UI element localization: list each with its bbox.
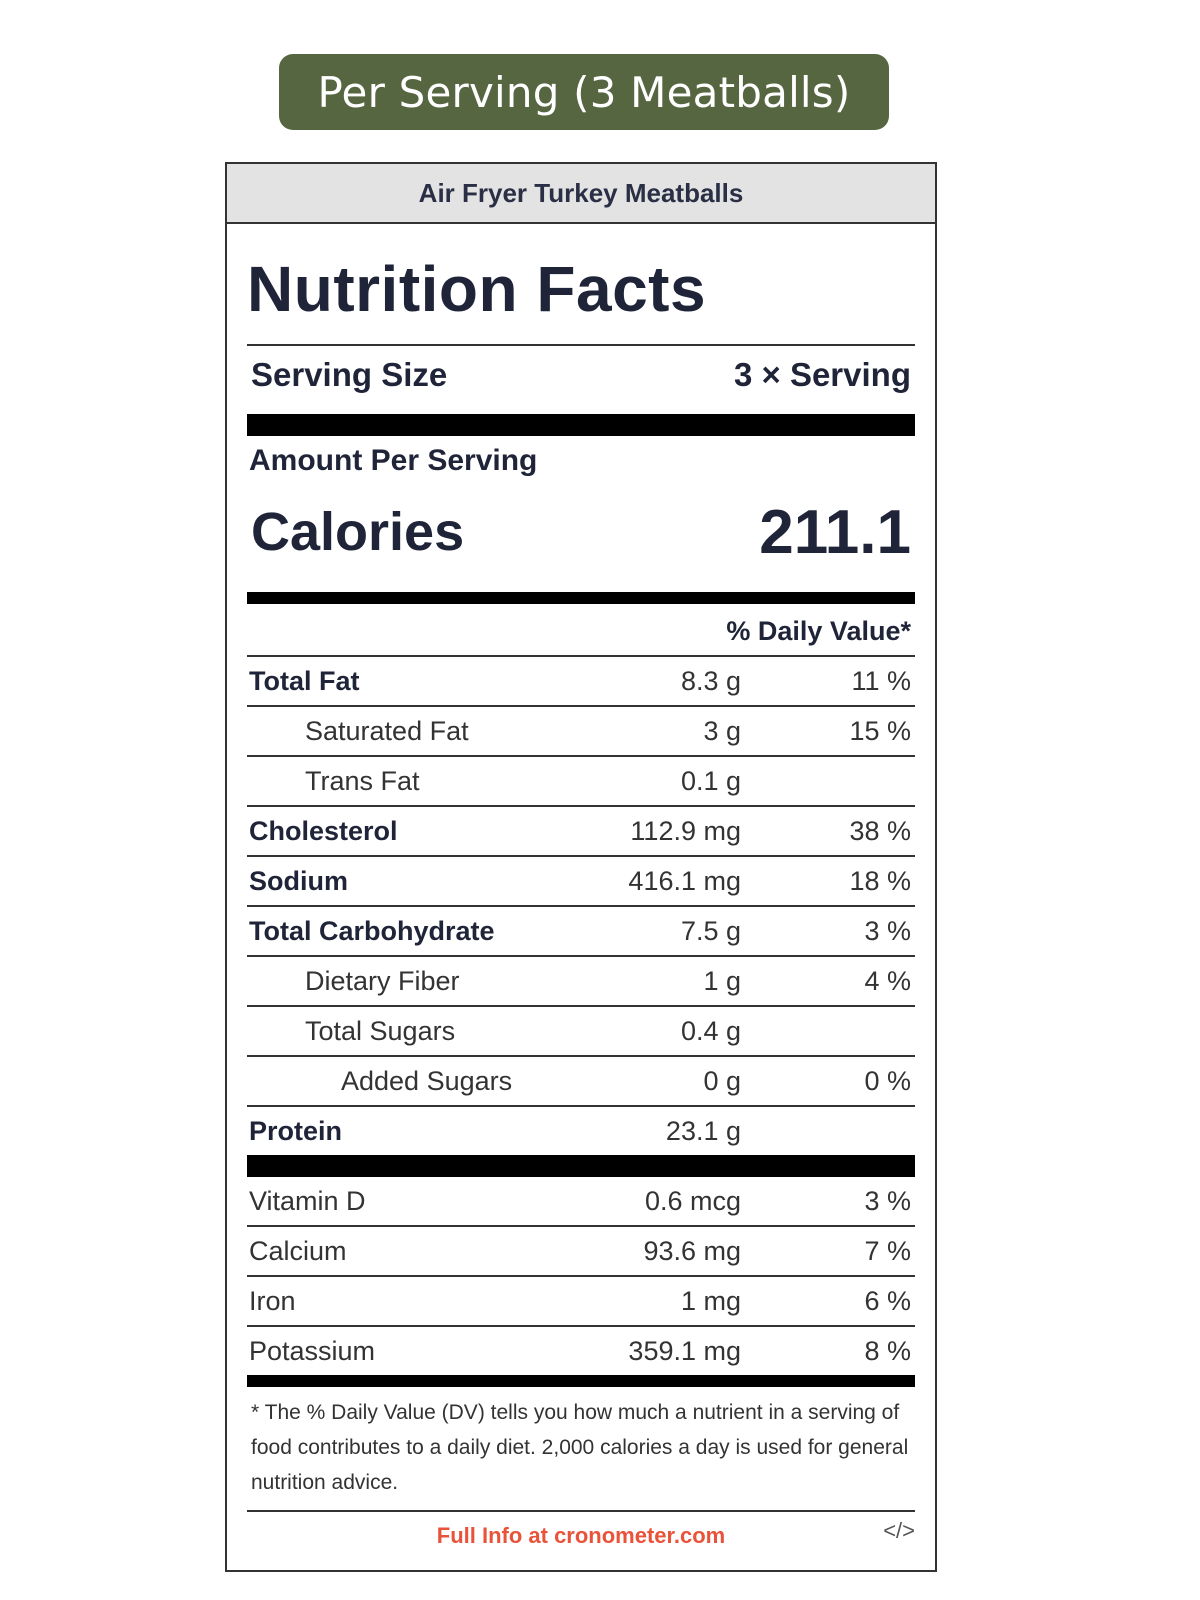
serving-badge: Per Serving (3 Meatballs) [279,54,889,130]
calories-row: Calories 211.1 [247,486,915,578]
nutrient-row-saturated-fat: Saturated Fat 3 g 15 % [247,707,915,757]
vitamin-name: Potassium [249,1335,376,1366]
nutrition-label: Air Fryer Turkey Meatballs Nutrition Fac… [225,162,937,1572]
nutrient-name: Total Sugars [305,1015,456,1046]
nutrient-amount: 23.1 g [665,1115,741,1146]
vitamin-amount: 93.6 mg [643,1235,741,1266]
serving-size-label: Serving Size [251,356,448,393]
vitamin-name: Vitamin D [249,1185,366,1216]
nutrient-dv: 3 % [864,915,911,946]
nutrient-name: Saturated Fat [305,715,469,746]
divider [247,344,915,346]
nutrient-dv: 4 % [864,965,911,996]
nutrient-name: Added Sugars [341,1065,513,1096]
vitamin-dv: 7 % [864,1235,911,1266]
nutrient-name: Protein [249,1115,343,1146]
vitamin-dv: 8 % [864,1335,911,1366]
nutrient-row-added-sugars: Added Sugars 0 g 0 % [247,1057,915,1107]
nutrient-row-protein: Protein 23.1 g [247,1107,915,1155]
nutrient-amount: 8.3 g [680,665,741,696]
serving-size-value: 3 × Serving [733,356,911,393]
daily-value-header: % Daily Value* [247,604,915,657]
nutrient-dv: 38 % [849,815,911,846]
embed-code-icon[interactable]: </> [883,1518,915,1543]
nutrient-amount: 3 g [703,715,741,746]
nutrient-name: Cholesterol [249,815,398,846]
nutrition-facts-title: Nutrition Facts [247,253,707,325]
calories-value: 211.1 [759,497,911,567]
vitamin-amount: 1 mg [680,1285,741,1316]
nutrient-name: Total Fat [249,665,360,696]
medium-divider [247,1375,915,1387]
nutrient-row-trans-fat: Trans Fat 0.1 g [247,757,915,807]
vitamin-amount: 359.1 mg [628,1335,741,1366]
vitamin-row-potassium: Potassium 359.1 mg 8 % [247,1327,915,1375]
label-footer: Full Info at cronometer.com </> [247,1512,915,1560]
nutrient-dv: 15 % [849,715,911,746]
daily-value-footnote: * The % Daily Value (DV) tells you how m… [251,1401,909,1494]
vitamin-row-iron: Iron 1 mg 6 % [247,1277,915,1327]
cronometer-link[interactable]: Full Info at cronometer.com [436,1523,726,1548]
nutrient-amount: 1 g [703,965,741,996]
calories-label: Calories [251,502,465,562]
recipe-name: Air Fryer Turkey Meatballs [418,177,744,208]
nutrient-row-sodium: Sodium 416.1 mg 18 % [247,857,915,907]
recipe-name-header: Air Fryer Turkey Meatballs [227,164,935,224]
vitamin-row-vitamin-d: Vitamin D 0.6 mcg 3 % [247,1177,915,1227]
nutrient-dv: 18 % [849,865,911,896]
nutrient-name: Total Carbohydrate [249,915,495,946]
vitamin-name: Iron [249,1285,296,1316]
vitamin-dv: 6 % [864,1285,911,1316]
nutrient-row-total-fat: Total Fat 8.3 g 11 % [247,657,915,707]
medium-divider [247,592,915,604]
nutrient-amount: 0.1 g [680,765,741,796]
nutrient-row-cholesterol: Cholesterol 112.9 mg 38 % [247,807,915,857]
nutrient-amount: 7.5 g [680,915,741,946]
nutrient-amount: 416.1 mg [628,865,741,896]
nutrient-amount: 0.4 g [680,1015,741,1046]
amount-per-serving: Amount Per Serving [249,444,538,477]
vitamin-row-calcium: Calcium 93.6 mg 7 % [247,1227,915,1277]
nutrient-name: Sodium [249,865,348,896]
nutrient-dv: 0 % [864,1065,911,1096]
nutrient-row-dietary-fiber: Dietary Fiber 1 g 4 % [247,957,915,1007]
thick-divider [247,414,915,436]
vitamin-amount: 0.6 mcg [644,1185,741,1216]
nutrient-name: Trans Fat [305,765,420,796]
serving-size-row: Serving Size 3 × Serving [247,346,915,406]
nutrient-name: Dietary Fiber [305,965,460,996]
nutrient-amount: 112.9 mg [630,815,741,846]
nutrient-row-total-carbohydrate: Total Carbohydrate 7.5 g 3 % [247,907,915,957]
vitamin-dv: 3 % [864,1185,911,1216]
thick-divider [247,1155,915,1177]
nutrient-dv: 11 % [851,665,911,696]
divider [247,1510,915,1512]
vitamin-name: Calcium [249,1235,347,1266]
serving-badge-text: Per Serving (3 Meatballs) [317,67,851,117]
nutrient-row-total-sugars: Total Sugars 0.4 g [247,1007,915,1057]
nutrient-amount: 0 g [703,1065,741,1096]
